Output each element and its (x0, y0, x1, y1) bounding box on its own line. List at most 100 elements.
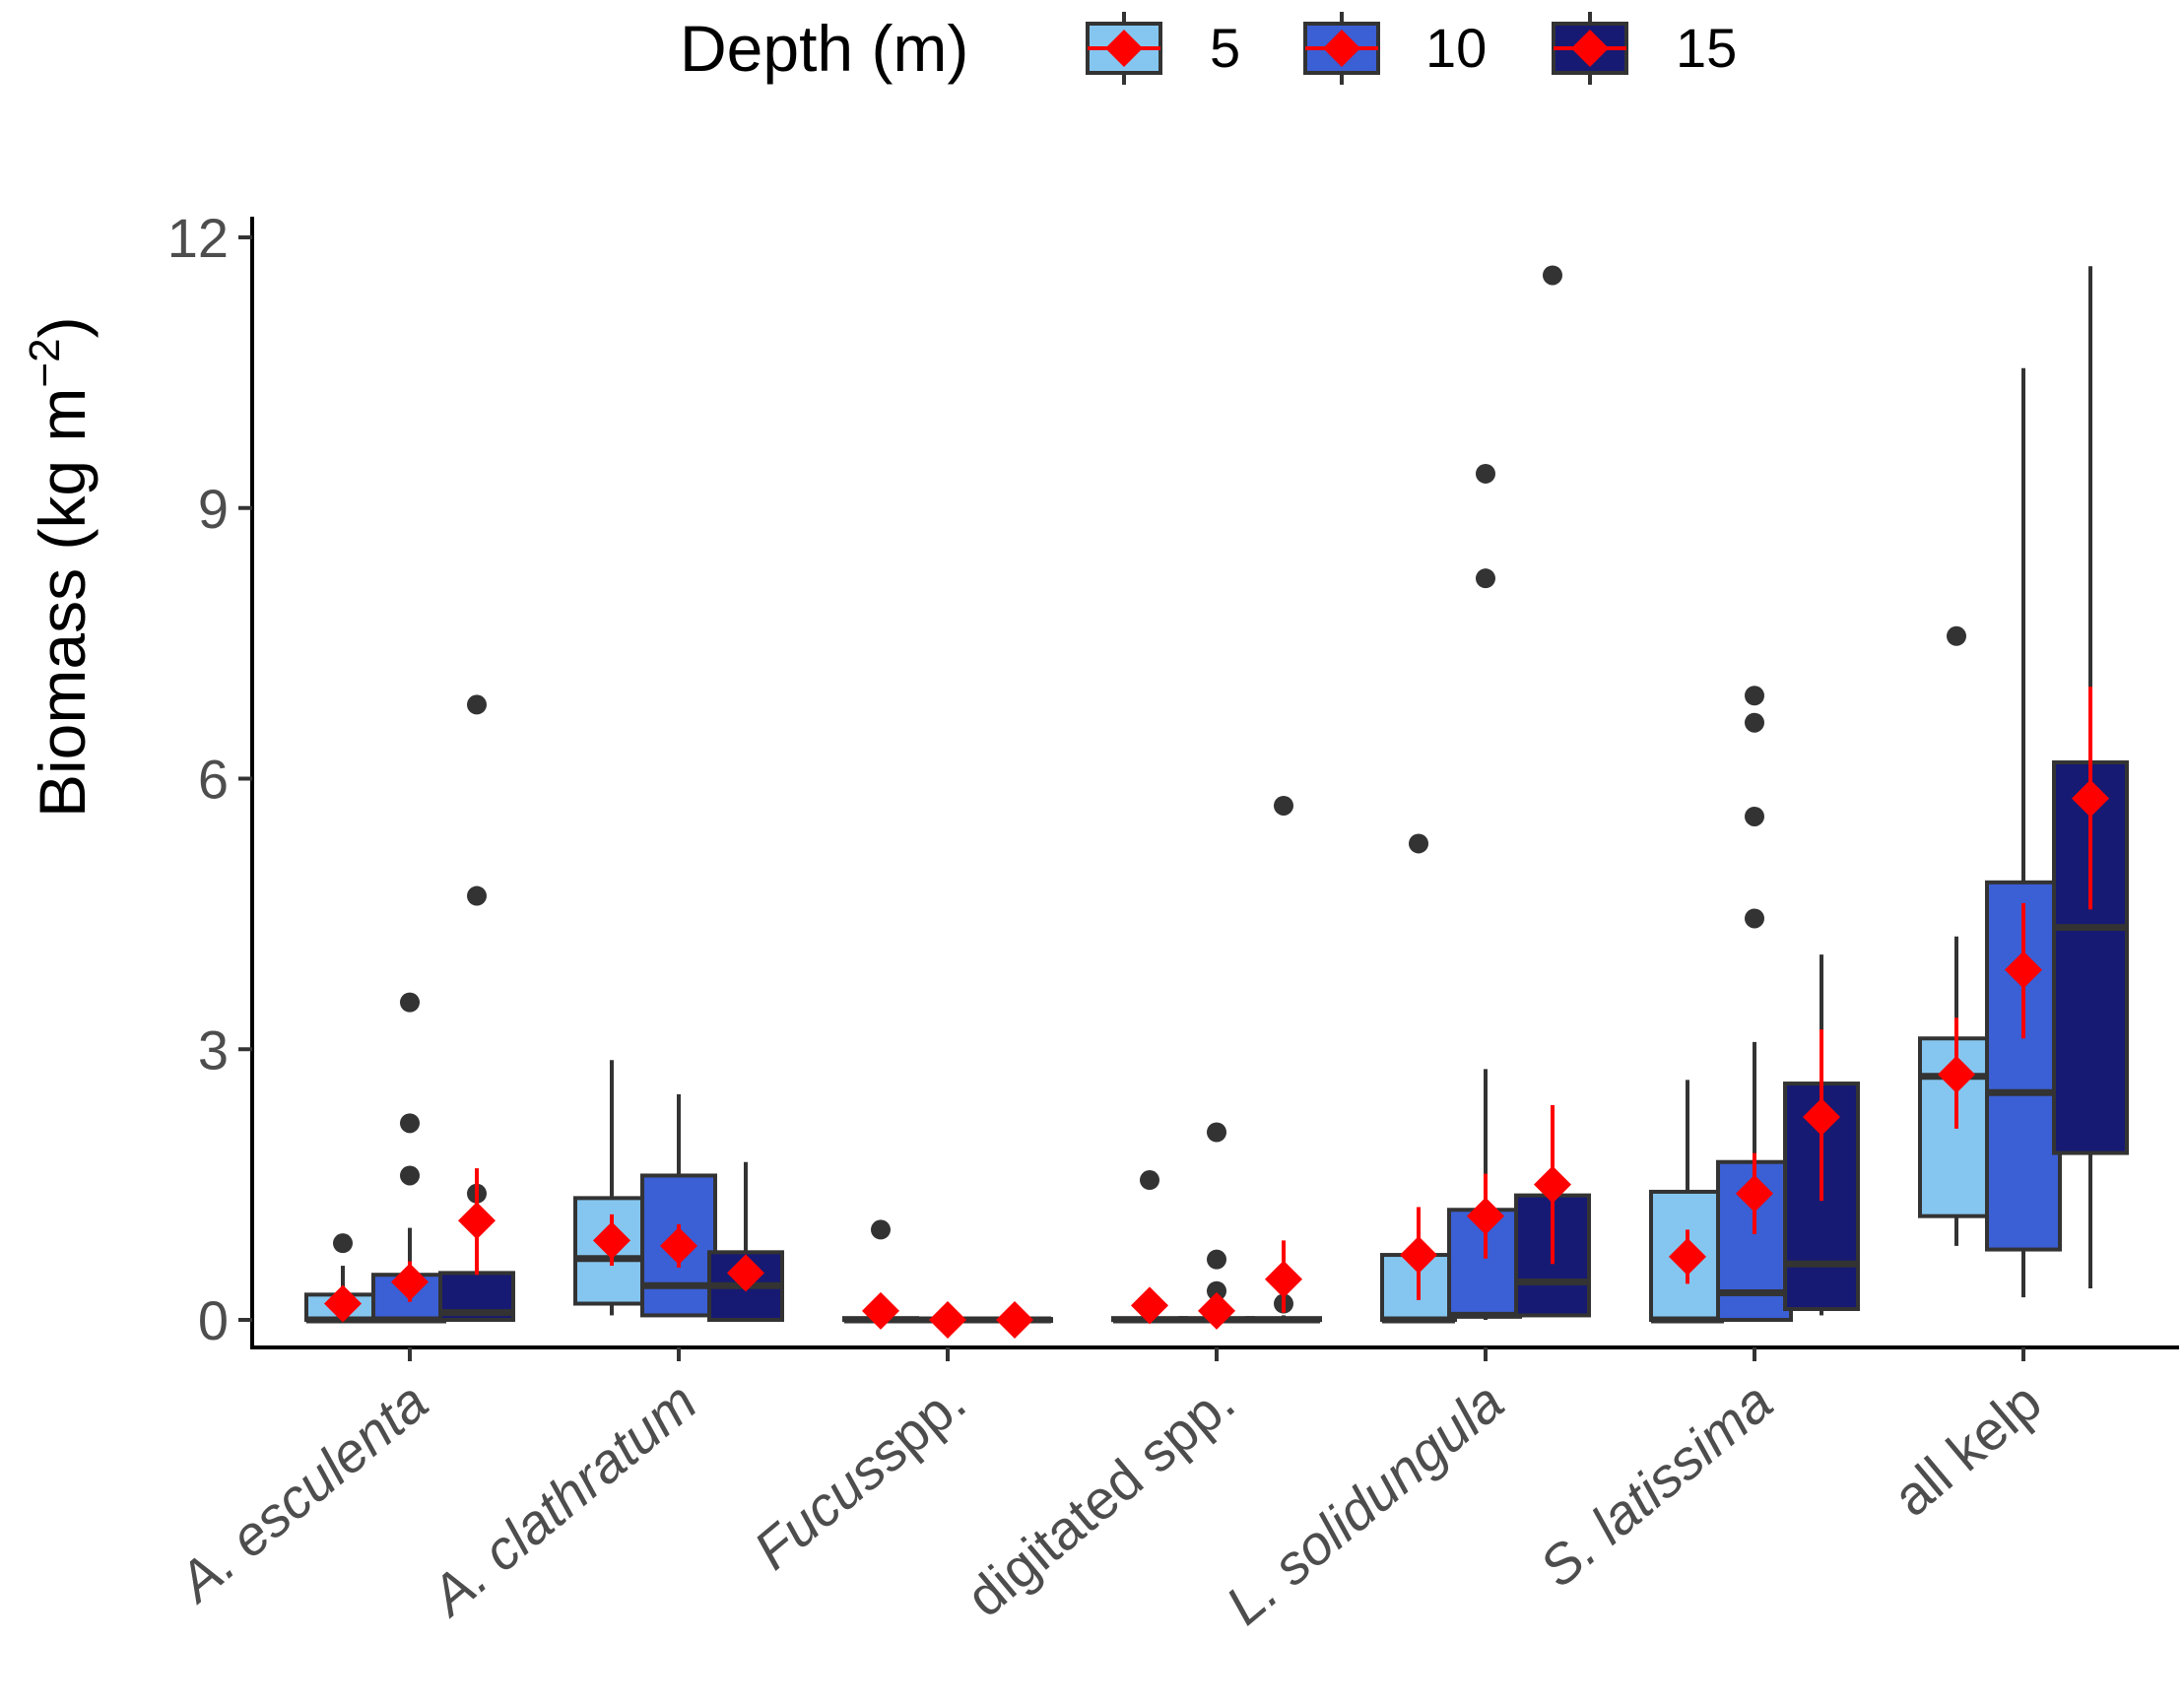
outlier-point (400, 1113, 420, 1134)
x-tick-label: A. esculenta (165, 1370, 439, 1614)
mean-point (593, 1221, 630, 1260)
box-group-10-2 (640, 1094, 717, 1318)
y-axis: 0 3 6 9 12 (167, 207, 254, 1351)
x-tick-label-part: A. clathratum (417, 1370, 708, 1628)
x-tick-label-part: A. esculenta (165, 1370, 439, 1614)
outlier-point (1745, 908, 1764, 929)
mean-point (1534, 1165, 1571, 1204)
x-tick-label-part: all kelp (1882, 1370, 2053, 1528)
legend-item-5: 5 (1086, 12, 1240, 85)
box-group-15-6 (1783, 954, 1860, 1316)
legend-key-15-mean-icon (1571, 30, 1609, 67)
box-group-5-3 (842, 1219, 919, 1330)
box-group-15-7 (2052, 266, 2129, 1288)
mean-point (1131, 1286, 1168, 1325)
outlier-point (1543, 265, 1562, 286)
y-tick-label: 12 (167, 207, 229, 269)
mean-point (727, 1254, 764, 1292)
outlier-point (400, 1165, 420, 1186)
x-tick-label-part: S. latissima (1528, 1370, 1784, 1599)
outlier-point (1274, 795, 1293, 816)
mean-point (1467, 1197, 1504, 1235)
y-tick-label: 6 (198, 749, 229, 811)
x-tick-label: S. latissima (1528, 1370, 1784, 1599)
y-axis-label-close: ) (26, 316, 99, 338)
legend-label-5: 5 (1210, 17, 1240, 79)
x-tick-label: digitated spp. (955, 1370, 1246, 1628)
x-tick-label-part: Fucus (742, 1437, 896, 1581)
mean-point (862, 1291, 899, 1330)
outlier-point (871, 1219, 891, 1240)
x-tick-label: A. clathratum (417, 1370, 708, 1628)
box-group-15-5 (1514, 265, 1591, 1318)
box-group-10-3 (909, 1301, 986, 1339)
box-group-5-5 (1380, 833, 1457, 1324)
y-tick-label: 9 (198, 478, 229, 540)
box-group-15-3 (976, 1301, 1053, 1339)
legend-key-5-mean-icon (1105, 30, 1143, 67)
legend-label-10: 10 (1425, 17, 1487, 79)
mean-point (996, 1301, 1033, 1339)
outlier-point (1947, 625, 1966, 646)
box-group-10-5 (1447, 463, 1524, 1320)
mean-point (458, 1202, 496, 1240)
legend-key-10-mean-icon (1323, 30, 1360, 67)
outlier-point (400, 992, 420, 1013)
box-group-5-7 (1918, 625, 1995, 1246)
box-group-5-1 (304, 1233, 381, 1324)
mean-point (1938, 1055, 1975, 1093)
y-tick-label: 3 (198, 1018, 229, 1081)
mean-point (1400, 1236, 1437, 1275)
y-axis-label-main: Biomass (kg m (26, 388, 99, 818)
mean-point (2072, 779, 2109, 818)
legend-item-10: 10 (1303, 12, 1487, 85)
box-group-5-2 (573, 1060, 650, 1316)
box-group-5-4 (1111, 1170, 1188, 1325)
box-group-10-6 (1716, 686, 1793, 1322)
mean-point (1803, 1097, 1840, 1136)
box-group-15-2 (707, 1161, 784, 1322)
outlier-point (1409, 833, 1428, 854)
mean-point (1669, 1237, 1706, 1276)
x-tick-label: Fucusspp. (742, 1370, 976, 1581)
mean-point (324, 1284, 362, 1323)
y-axis-label-superscript: −2 (21, 338, 69, 387)
outlier-point (467, 694, 487, 715)
outlier-point (333, 1233, 353, 1254)
outlier-point (1207, 1122, 1226, 1143)
y-tick-label: 0 (198, 1289, 229, 1351)
mean-point (2005, 951, 2042, 989)
mean-point (1198, 1291, 1235, 1330)
outlier-point (1476, 568, 1495, 589)
x-tick-label-part: L. solidungula (1214, 1370, 1514, 1636)
x-tick-label: L. solidungula (1214, 1370, 1514, 1636)
outlier-point (1207, 1249, 1226, 1270)
box-group-15-1 (438, 694, 515, 1323)
plot-area (304, 265, 2129, 1339)
legend-title: Depth (m) (680, 12, 968, 85)
outlier-point (1745, 806, 1764, 826)
mean-point (929, 1301, 966, 1339)
box-group-10-1 (371, 992, 448, 1324)
mean-point (1736, 1174, 1773, 1213)
outlier-point (467, 885, 487, 906)
box-group-10-7 (1985, 367, 2062, 1298)
mean-point (1265, 1260, 1302, 1298)
outlier-point (1745, 686, 1764, 706)
y-axis-label: Biomass (kg m−2) (21, 316, 99, 818)
mean-point (391, 1263, 429, 1301)
x-tick-label-part: digitated spp. (955, 1370, 1246, 1628)
mean-point (660, 1226, 697, 1265)
legend-item-15: 15 (1552, 12, 1737, 85)
box-group-5-6 (1649, 1080, 1726, 1324)
x-tick-label: all kelp (1882, 1370, 2053, 1528)
outlier-point (1745, 712, 1764, 733)
legend-label-15: 15 (1676, 17, 1737, 79)
legend: Depth (m) 5 10 15 (680, 12, 1737, 85)
outlier-point (1140, 1170, 1159, 1191)
box-group-15-4 (1245, 795, 1322, 1324)
outlier-point (1476, 463, 1495, 484)
box-group-10-4 (1178, 1122, 1255, 1330)
